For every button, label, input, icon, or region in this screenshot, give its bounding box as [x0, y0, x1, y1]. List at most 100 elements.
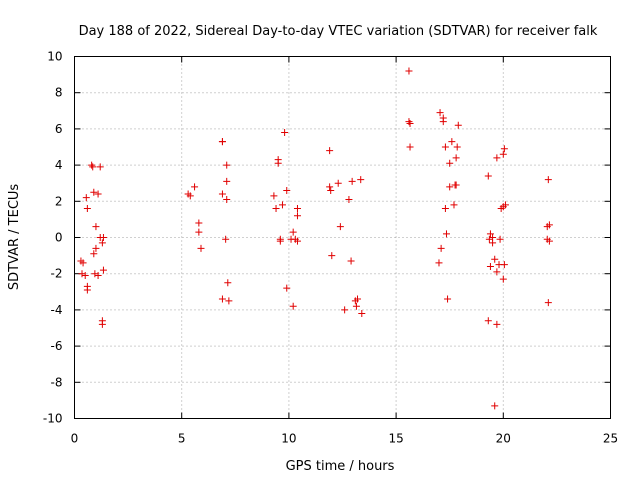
data-point: [270, 192, 278, 200]
data-point: [499, 275, 507, 283]
y-tick-label: -2: [51, 267, 63, 281]
y-axis-label: SDTVAR / TECUs: [7, 184, 22, 291]
data-point: [493, 154, 501, 162]
data-point: [357, 176, 365, 184]
data-point: [283, 284, 291, 292]
y-tick-label: -8: [51, 375, 63, 389]
data-point: [406, 119, 414, 127]
x-axis-label: GPS time / hours: [286, 459, 395, 474]
data-point: [293, 205, 301, 213]
data-point: [218, 295, 226, 303]
data-point: [452, 154, 460, 162]
data-point: [500, 145, 508, 153]
data-point: [450, 201, 458, 209]
data-point: [83, 205, 91, 213]
data-point: [446, 159, 454, 167]
y-tick-label: -10: [43, 412, 63, 426]
data-point: [195, 228, 203, 236]
data-point: [90, 188, 98, 196]
data-point: [291, 235, 299, 243]
tick-labels: 0 5 10 15 20 25 -10 -8 -6 -4 -2 0 2 4 6 8 10: [43, 50, 618, 446]
data-point: [293, 212, 301, 220]
data-point: [96, 163, 104, 171]
data-point: [444, 295, 452, 303]
data-point: [543, 223, 551, 231]
data-point: [436, 109, 444, 117]
data-point: [218, 190, 226, 198]
data-point: [276, 237, 284, 245]
data-point: [491, 255, 499, 263]
data-point: [278, 201, 286, 209]
data-point: [98, 320, 106, 328]
data-point: [491, 402, 499, 410]
data-point: [358, 310, 366, 318]
y-tick-label: 6: [55, 122, 63, 136]
data-point: [81, 272, 89, 280]
data-point: [486, 262, 494, 270]
data-point: [328, 252, 336, 260]
data-point: [452, 181, 460, 189]
data-point: [99, 266, 107, 274]
data-point: [484, 172, 492, 180]
data-point: [454, 121, 462, 129]
data-point: [195, 219, 203, 227]
data-point: [79, 259, 87, 267]
data-point: [186, 192, 194, 200]
y-tick-label: 8: [55, 86, 63, 100]
data-point: [405, 67, 413, 75]
data-point: [88, 161, 96, 169]
data-point: [348, 177, 356, 185]
data-point: [336, 223, 344, 231]
data-point: [326, 183, 334, 191]
data-point: [453, 143, 461, 151]
data-point: [499, 150, 507, 158]
data-point: [345, 195, 353, 203]
x-tick-label: 20: [496, 432, 511, 446]
data-points: [77, 67, 553, 410]
data-point: [289, 228, 297, 236]
data-point: [218, 138, 226, 146]
data-point: [448, 138, 456, 146]
chart-title: Day 188 of 2022, Sidereal Day-to-day VTE…: [79, 24, 598, 39]
data-point: [197, 244, 205, 252]
data-point: [446, 183, 454, 191]
data-point: [437, 244, 445, 252]
data-point: [544, 176, 552, 184]
data-point: [98, 239, 106, 247]
data-point: [439, 118, 447, 126]
data-point: [272, 205, 280, 213]
x-tick-label: 15: [388, 432, 403, 446]
data-point: [225, 297, 233, 305]
data-point: [82, 194, 90, 202]
data-point: [435, 259, 443, 267]
data-point: [281, 129, 289, 137]
data-point: [406, 143, 414, 151]
y-tick-label: 2: [55, 194, 63, 208]
data-point: [486, 230, 494, 238]
data-point: [223, 195, 231, 203]
data-point: [485, 235, 493, 243]
data-point: [224, 279, 232, 287]
data-point: [544, 299, 552, 307]
data-point: [289, 302, 297, 310]
data-point: [222, 235, 230, 243]
data-point: [78, 270, 86, 278]
data-point: [92, 223, 100, 231]
data-point: [493, 320, 501, 328]
data-point: [94, 272, 102, 280]
data-point: [441, 143, 449, 151]
data-point: [405, 118, 413, 126]
data-point: [354, 295, 362, 303]
data-point: [83, 286, 91, 294]
data-point: [501, 201, 509, 209]
y-tick-label: -4: [51, 303, 63, 317]
x-tick-label: 5: [178, 432, 186, 446]
data-point: [327, 186, 335, 194]
data-point: [283, 186, 291, 194]
data-point: [223, 161, 231, 169]
data-point: [489, 239, 497, 247]
data-point: [442, 230, 450, 238]
plot-frame: [74, 56, 611, 419]
y-tick-label: 0: [55, 231, 63, 245]
x-tick-label: 25: [603, 432, 618, 446]
